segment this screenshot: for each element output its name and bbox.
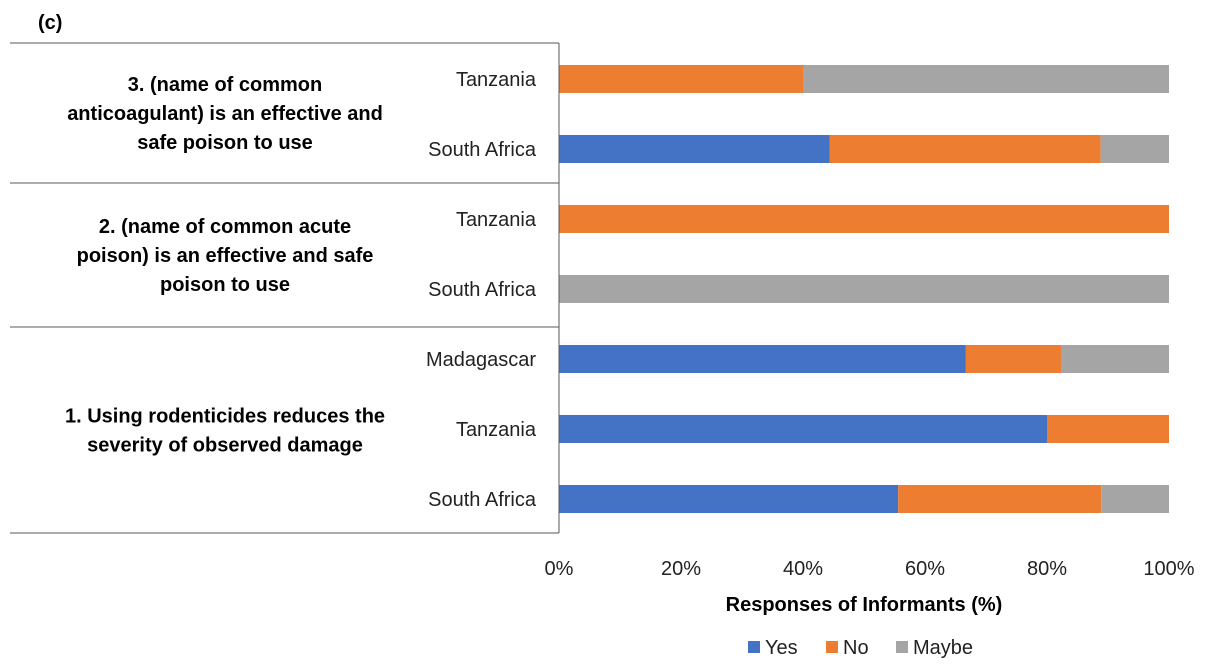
- group-label-line: 3. (name of common: [128, 74, 322, 96]
- bar-no: [559, 205, 1169, 233]
- bar-yes: [559, 485, 899, 513]
- x-tick-label: 40%: [783, 558, 823, 580]
- bar-yes: [559, 345, 966, 373]
- group-label-line: poison to use: [160, 274, 290, 296]
- bar-no: [559, 65, 803, 93]
- group-label-line: poison) is an effective and safe: [77, 245, 374, 267]
- bar-no: [829, 135, 1101, 163]
- category-label: Tanzania: [456, 209, 537, 231]
- group-labels: 3. (name of common anticoagulant) is an e…: [65, 74, 385, 457]
- bars: [559, 65, 1169, 513]
- group-label-line: 1. Using rodenticides reduces the: [65, 406, 385, 428]
- group-separators: [10, 42, 559, 534]
- bar-no: [1047, 415, 1169, 443]
- category-label: South Africa: [428, 279, 537, 301]
- x-axis-title: Responses of Informants (%): [726, 594, 1003, 616]
- panel-label: (c): [38, 12, 62, 34]
- x-tick-label: 20%: [661, 558, 701, 580]
- category-label: Tanzania: [456, 69, 537, 91]
- category-label: South Africa: [428, 139, 537, 161]
- legend: Yes No Maybe: [748, 637, 973, 659]
- group-label-line: anticoagulant) is an effective and: [67, 103, 383, 125]
- category-labels: Tanzania South Africa Tanzania South Africa…: [426, 69, 537, 511]
- bar-no: [965, 345, 1062, 373]
- x-tick-labels: 0% 20% 40% 60% 80% 100%: [545, 558, 1195, 580]
- bar-no: [898, 485, 1102, 513]
- legend-label-yes: Yes: [765, 637, 798, 659]
- x-tick-label: 0%: [545, 558, 574, 580]
- bar-maybe: [1100, 135, 1169, 163]
- category-label: Madagascar: [426, 349, 536, 371]
- x-tick-label: 60%: [905, 558, 945, 580]
- category-label: South Africa: [428, 489, 537, 511]
- legend-swatch-yes: [748, 641, 760, 653]
- bar-yes: [559, 415, 1047, 443]
- group-label-1: 2. (name of common acute poison) is an ef…: [77, 216, 374, 296]
- legend-swatch-maybe: [896, 641, 908, 653]
- bar-maybe: [1061, 345, 1169, 373]
- group-label-line: safe poison to use: [137, 132, 313, 154]
- bar-maybe: [559, 275, 1169, 303]
- legend-label-maybe: Maybe: [913, 637, 973, 659]
- category-label: Tanzania: [456, 419, 537, 441]
- bar-yes: [559, 135, 830, 163]
- group-label-0: 3. (name of common anticoagulant) is an e…: [67, 74, 383, 154]
- legend-label-no: No: [843, 637, 869, 659]
- bar-maybe: [803, 65, 1169, 93]
- bar-maybe: [1101, 485, 1169, 513]
- legend-swatch-no: [826, 641, 838, 653]
- group-label-2: 1. Using rodenticides reduces the severit…: [65, 406, 385, 457]
- group-label-line: severity of observed damage: [87, 435, 363, 457]
- x-tick-label: 100%: [1143, 558, 1194, 580]
- group-label-line: 2. (name of common acute: [99, 216, 351, 238]
- x-tick-label: 80%: [1027, 558, 1067, 580]
